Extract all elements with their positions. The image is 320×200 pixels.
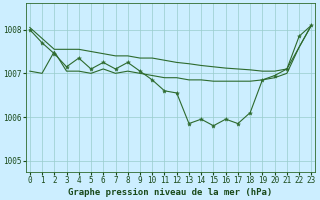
X-axis label: Graphe pression niveau de la mer (hPa): Graphe pression niveau de la mer (hPa) bbox=[68, 188, 273, 197]
